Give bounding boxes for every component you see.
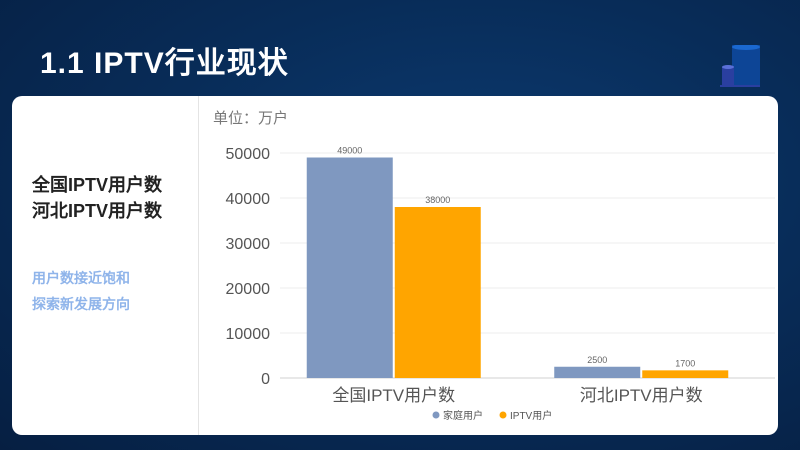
bar <box>554 366 641 378</box>
bar <box>306 157 393 378</box>
y-tick-label: 10000 <box>226 326 271 343</box>
data-label: 1700 <box>675 358 695 368</box>
panel-divider <box>198 96 199 435</box>
cylinder-decoration-icon <box>720 45 760 87</box>
y-tick-label: 40000 <box>226 191 271 208</box>
legend-marker <box>499 411 507 419</box>
bar <box>394 207 481 378</box>
data-label: 2500 <box>587 355 607 365</box>
x-tick-label: 全国IPTV用户数 <box>332 386 455 405</box>
legend-marker <box>432 411 440 419</box>
legend-label: 家庭用户 <box>443 409 483 422</box>
y-tick-label: 50000 <box>226 146 271 163</box>
note-line-2: 探索新发展方向 <box>32 296 130 312</box>
x-tick-label: 河北IPTV用户数 <box>580 386 703 405</box>
y-tick-label: 0 <box>261 371 270 388</box>
page-title: 1.1 IPTV行业现状 <box>40 47 289 80</box>
hebei-iptv-label: 河北IPTV用户数 <box>32 201 163 221</box>
bar <box>642 370 729 378</box>
note-line-1: 用户数接近饱和 <box>32 270 130 286</box>
national-iptv-label: 全国IPTV用户数 <box>32 175 163 195</box>
unit-label: 单位：万户 <box>213 110 289 127</box>
data-label: 38000 <box>425 195 450 205</box>
y-tick-label: 30000 <box>226 236 271 253</box>
legend-label: IPTV用户 <box>510 409 552 422</box>
data-label: 49000 <box>337 146 362 156</box>
y-tick-label: 20000 <box>226 281 271 298</box>
